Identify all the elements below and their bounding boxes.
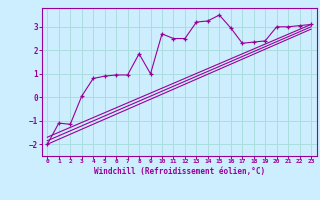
X-axis label: Windchill (Refroidissement éolien,°C): Windchill (Refroidissement éolien,°C) (94, 167, 265, 176)
